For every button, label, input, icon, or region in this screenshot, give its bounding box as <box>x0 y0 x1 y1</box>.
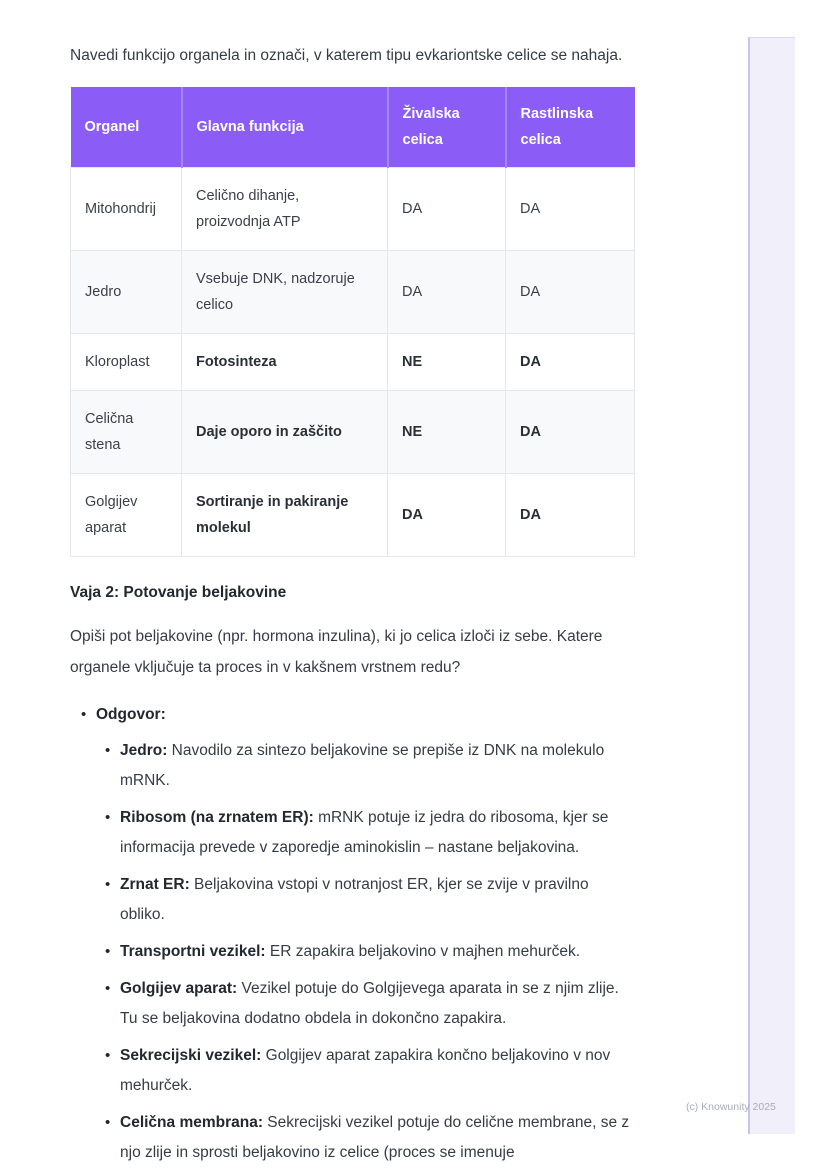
table-row: Celična stena Daje oporo in zaščito NE D… <box>70 390 635 474</box>
cell-rastlinska: DA <box>505 167 635 251</box>
answer-steps-list: Jedro: Navodilo za sintezo beljakovine s… <box>96 736 634 1168</box>
table-row: Mitohondrij Celično dihanje, proizvodnja… <box>70 167 635 251</box>
answer-list-item: Odgovor: Jedro: Navodilo za sintezo belj… <box>81 700 634 1168</box>
answer-step: Celična membrana: Sekrecijski vezikel po… <box>105 1108 634 1168</box>
cell-funkcija: Daje oporo in zaščito <box>181 390 388 474</box>
organelle-table: Organel Glavna funkcija Živalska celica … <box>70 87 635 557</box>
cell-rastlinska: DA <box>505 250 635 334</box>
table-header-row: Organel Glavna funkcija Živalska celica … <box>70 87 635 168</box>
cell-organel: Golgijev aparat <box>70 473 182 557</box>
footer-credit: (c) Knowunity 2025 <box>686 1101 776 1113</box>
cell-rastlinska: DA <box>505 333 635 391</box>
step-term: Sekrecijski vezikel: <box>120 1047 262 1064</box>
table-row: Kloroplast Fotosinteza NE DA <box>70 333 635 391</box>
cell-funkcija: Vsebuje DNK, nadzoruje celico <box>181 250 388 334</box>
step-text: ER zapakira beljakovino v majhen mehurče… <box>265 943 581 960</box>
side-margin-strip <box>748 37 795 1134</box>
cell-zivalska: NE <box>387 333 506 391</box>
table-header: Organel Glavna funkcija Živalska celica … <box>70 87 635 168</box>
answer-step: Transportni vezikel: ER zapakira beljako… <box>105 937 634 967</box>
step-text: Vezikel potuje do Golgijevega aparata in… <box>120 980 619 1027</box>
answer-step: Jedro: Navodilo za sintezo beljakovine s… <box>105 736 634 796</box>
cell-organel: Kloroplast <box>70 333 182 391</box>
step-term: Celična membrana: <box>120 1114 263 1131</box>
header-glavna-funkcija: Glavna funkcija <box>180 87 388 168</box>
answer-label: Odgovor: <box>96 706 166 723</box>
header-organel: Organel <box>70 87 182 168</box>
step-term: Zrnat ER: <box>120 876 190 893</box>
cell-funkcija: Celično dihanje, proizvodnja ATP <box>181 167 388 251</box>
cell-organel: Celična stena <box>70 390 182 474</box>
step-term: Transportni vezikel: <box>120 943 266 960</box>
cell-funkcija: Sortiranje in pakiranje molekul <box>181 473 388 557</box>
step-text: mRNK potuje iz jedra do ribosoma, kjer s… <box>120 809 609 856</box>
cell-rastlinska: DA <box>505 473 635 557</box>
header-rastlinska-celica: Rastlinska celica <box>504 87 635 168</box>
cell-zivalska: DA <box>387 473 506 557</box>
step-text: Sekrecijski vezikel potuje do celične me… <box>120 1114 630 1161</box>
document-content: Navedi funkcijo organela in označi, v ka… <box>70 0 635 1171</box>
table-row: Jedro Vsebuje DNK, nadzoruje celico DA D… <box>70 250 635 334</box>
cell-zivalska: DA <box>387 250 506 334</box>
step-term: Ribosom (na zrnatem ER): <box>120 809 314 826</box>
section-heading: Vaja 2: Potovanje beljakovine <box>70 584 287 601</box>
step-text: Golgijev aparat zapakira končno beljakov… <box>120 1047 611 1094</box>
cell-organel: Mitohondrij <box>70 167 182 251</box>
step-term: Jedro: <box>120 742 168 759</box>
header-zivalska-celica: Živalska celica <box>386 87 506 168</box>
cell-zivalska: DA <box>387 167 506 251</box>
question-paragraph: Opiši pot beljakovine (npr. hormona inzu… <box>70 628 603 676</box>
cell-organel: Jedro <box>70 250 182 334</box>
step-text: Beljakovina vstopi v notranjost ER, kjer… <box>120 876 589 923</box>
answer-list: Odgovor: Jedro: Navodilo za sintezo belj… <box>70 700 634 1168</box>
answer-step: Ribosom (na zrnatem ER): mRNK potuje iz … <box>105 803 634 863</box>
step-term: Golgijev aparat: <box>120 980 238 997</box>
answer-step: Zrnat ER: Beljakovina vstopi v notranjos… <box>105 870 634 930</box>
cell-funkcija: Fotosinteza <box>181 333 388 391</box>
table-row: Golgijev aparat Sortiranje in pakiranje … <box>70 473 635 557</box>
cell-zivalska: NE <box>387 390 506 474</box>
organelle-table-body: Mitohondrij Celično dihanje, proizvodnja… <box>70 167 635 557</box>
step-text: Navodilo za sintezo beljakovine se prepi… <box>120 742 605 789</box>
answer-step: Golgijev aparat: Vezikel potuje do Golgi… <box>105 974 634 1034</box>
answer-step: Sekrecijski vezikel: Golgijev aparat zap… <box>105 1041 634 1101</box>
intro-paragraph: Navedi funkcijo organela in označi, v ka… <box>70 47 623 64</box>
cell-rastlinska: DA <box>505 390 635 474</box>
